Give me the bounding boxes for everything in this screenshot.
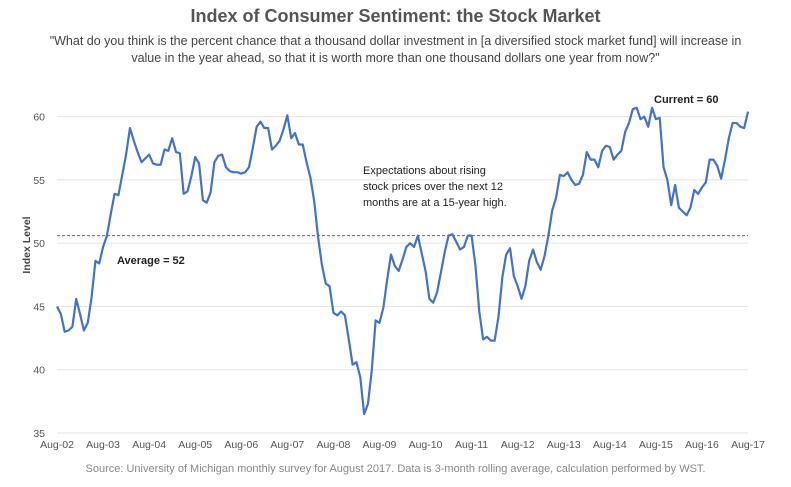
y-tick-label: 45 [33,301,45,313]
annotation-line: stock prices over the next 12 [363,181,503,193]
x-tick-label: Aug-02 [40,439,74,451]
x-tick-label: Aug-16 [685,439,719,451]
y-axis-title: Index Level [21,216,33,273]
y-tick-label: 40 [33,365,45,377]
x-tick-label: Aug-03 [86,439,120,451]
y-axis-ticks: 35 40 45 50 55 60 [33,112,45,440]
y-tick-label: 50 [33,238,45,250]
chart-source: Source: University of Michigan monthly s… [85,463,706,475]
chart-subtitle: "What do you think is the percent chance… [49,34,742,65]
x-tick-label: Aug-05 [178,439,212,451]
chart-title: Index of Consumer Sentiment: the Stock M… [190,6,601,26]
gridlines [57,116,748,434]
average-label: Average = 52 [117,255,185,267]
current-label: Current = 60 [654,94,719,106]
x-tick-label: Aug-06 [224,439,258,451]
y-tick-label: 55 [33,175,45,187]
expectations-annotation: Expectations about rising stock prices ov… [363,165,507,209]
x-tick-label: Aug-12 [501,439,535,451]
x-tick-label: Aug-08 [316,439,350,451]
x-tick-label: Aug-13 [547,439,581,451]
series-line-layer [56,106,750,416]
x-tick-label: Aug-14 [593,439,627,451]
y-tick-label: 35 [33,428,45,440]
x-tick-label: Aug-07 [270,439,304,451]
x-tick-label: Aug-15 [639,439,673,451]
x-tick-label: Aug-09 [363,439,397,451]
y-tick-label: 60 [33,112,45,124]
x-tick-label: Aug-10 [409,439,443,451]
x-tick-label: Aug-11 [455,439,488,451]
x-tick-label: Aug-04 [132,439,166,451]
x-axis-ticks: Aug-02 Aug-03 Aug-04 Aug-05 Aug-06 Aug-07 Aug-… [40,439,765,451]
annotation-line: Expectations about rising [363,165,486,177]
series-line [56,106,750,416]
annotation-line: months are at a 15-year high. [363,197,507,209]
x-tick-label: Aug-17 [731,439,765,451]
